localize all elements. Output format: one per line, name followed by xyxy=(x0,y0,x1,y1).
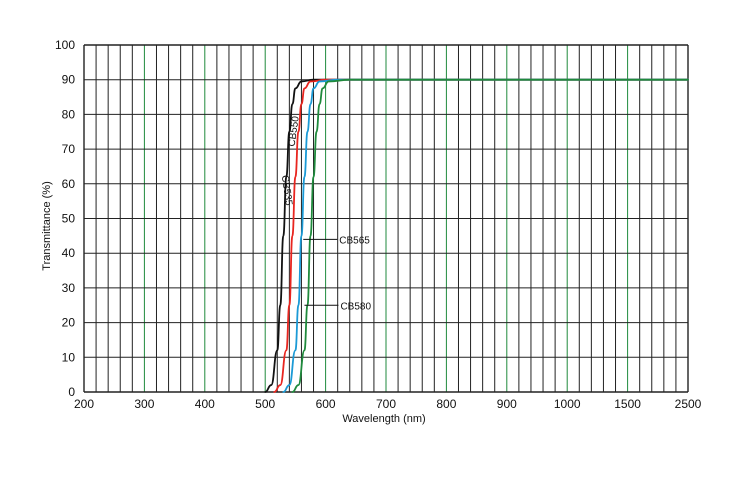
y-axis-title: Transmittance (%) xyxy=(41,181,53,270)
x-tick-label: 300 xyxy=(134,397,154,411)
series-label-cb580: CB580 xyxy=(340,301,371,312)
x-tick-label: 900 xyxy=(497,397,517,411)
series-line-cb550 xyxy=(273,78,689,393)
x-tick-label: 1000 xyxy=(554,397,581,411)
x-tick-label: 700 xyxy=(376,397,396,411)
chart-curves xyxy=(264,78,689,393)
y-tick-label: 50 xyxy=(62,212,76,226)
y-tick-label: 40 xyxy=(62,246,76,260)
chart-grid xyxy=(83,44,689,393)
series-label-cb535: CB535 xyxy=(279,174,294,206)
x-tick-label: 800 xyxy=(436,397,456,411)
series-line-cb535 xyxy=(264,78,689,393)
series-line-cb580 xyxy=(291,78,689,393)
y-tick-label: 80 xyxy=(62,107,76,121)
x-tick-label: 2500 xyxy=(675,397,702,411)
series-line-cb565 xyxy=(282,78,689,393)
chart-ticks: 0 10 20 30 40 50 60 70 80 90 100 200 300 400 500 600 700… xyxy=(55,38,702,411)
series-label-cb565: CB565 xyxy=(339,235,370,246)
y-tick-label: 30 xyxy=(62,281,76,295)
y-tick-label: 70 xyxy=(62,142,76,156)
x-tick-label: 500 xyxy=(255,397,275,411)
x-tick-label: 600 xyxy=(316,397,336,411)
x-axis-title: Wavelength (nm) xyxy=(342,413,425,425)
chart-series-labels: CB535 CB550 CB565 CB580 xyxy=(279,115,372,312)
y-tick-label: 90 xyxy=(62,73,76,87)
y-tick-label: 20 xyxy=(62,316,76,330)
y-tick-label: 100 xyxy=(55,38,75,52)
y-tick-label: 60 xyxy=(62,177,76,191)
y-tick-label: 10 xyxy=(62,350,76,364)
x-tick-label: 400 xyxy=(195,397,215,411)
y-tick-label: 0 xyxy=(68,385,75,399)
x-tick-label: 1500 xyxy=(614,397,641,411)
x-tick-label: 200 xyxy=(74,397,94,411)
series-label-cb550: CB550 xyxy=(287,115,302,147)
